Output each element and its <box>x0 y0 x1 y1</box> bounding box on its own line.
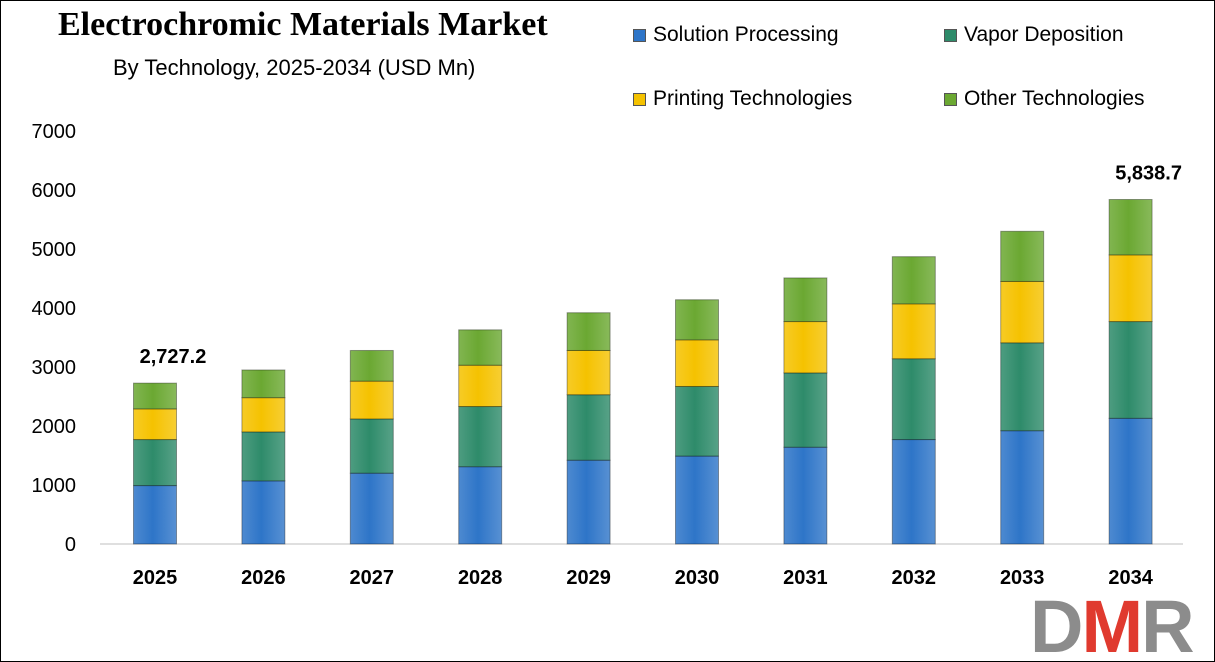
bar-segment-printing-technologies-2034 <box>1108 254 1153 323</box>
bar-segment-solution-processing-2026 <box>241 480 286 545</box>
bar-segment-vapor-deposition-2032 <box>891 358 936 441</box>
legend-item-other-technologies: Other Technologies <box>944 86 1145 112</box>
bar-segment-printing-technologies-2032 <box>891 303 936 360</box>
bar-segment-other-technologies-2025 <box>133 382 177 410</box>
bar-segment-other-technologies-2027 <box>349 349 394 382</box>
bar-segment-printing-technologies-2026 <box>241 397 286 433</box>
bar-segment-other-technologies-2033 <box>1000 230 1045 282</box>
legend-swatch-vapor-deposition <box>944 28 957 42</box>
bar-segment-solution-processing-2031 <box>783 446 828 545</box>
legend-label: Vapor Deposition <box>964 23 1124 46</box>
y-tick-label: 5000 <box>32 239 77 261</box>
dmr-logo: DMR <box>1030 594 1195 656</box>
legend-swatch-other-technologies <box>944 92 957 106</box>
x-tick-label: 2027 <box>350 567 395 589</box>
bar-segment-solution-processing-2033 <box>1000 430 1045 545</box>
y-tick-label: 7000 <box>32 121 77 143</box>
x-tick-label: 2030 <box>675 567 720 589</box>
logo-letter-r: R <box>1141 594 1193 656</box>
bar-segment-solution-processing-2034 <box>1108 417 1153 545</box>
bar-segment-printing-technologies-2027 <box>349 380 394 420</box>
legend-item-solution-processing: Solution Processing <box>633 22 839 48</box>
chart-subtitle: By Technology, 2025-2034 (USD Mn) <box>113 55 476 80</box>
logo-letter-m: M <box>1081 594 1141 656</box>
x-tick-label: 2026 <box>241 567 286 589</box>
bar-segment-printing-technologies-2030 <box>675 339 719 387</box>
bar-segment-other-technologies-2032 <box>891 256 936 305</box>
total-labels: 2,727.2 5,838.7 <box>140 162 1182 368</box>
bar-segment-printing-technologies-2033 <box>1000 280 1045 344</box>
bar-segment-solution-processing-2030 <box>675 455 719 545</box>
bar-segment-other-technologies-2028 <box>458 329 503 366</box>
legend-item-printing-technologies: Printing Technologies <box>633 86 852 112</box>
y-tick-label: 3000 <box>32 357 77 379</box>
bar-segment-printing-technologies-2031 <box>783 321 828 374</box>
bar-segment-solution-processing-2032 <box>891 439 936 545</box>
y-tick-label: 2000 <box>32 416 77 438</box>
legend-item-vapor-deposition: Vapor Deposition <box>944 22 1124 48</box>
x-tick-label: 2028 <box>458 567 503 589</box>
bar-segment-vapor-deposition-2034 <box>1108 321 1153 419</box>
y-tick-label: 6000 <box>32 180 77 202</box>
y-axis-ticks: 0 1000 2000 3000 4000 5000 6000 7000 <box>32 121 77 556</box>
bar-segment-solution-processing-2029 <box>566 459 611 545</box>
x-tick-label: 2032 <box>892 567 937 589</box>
x-tick-label: 2034 <box>1108 567 1153 589</box>
total-data-label: 5,838.7 <box>1115 162 1182 184</box>
bar-segment-other-technologies-2031 <box>783 277 828 323</box>
logo-letter-d: D <box>1030 594 1081 656</box>
y-tick-label: 1000 <box>32 475 77 497</box>
bar-segment-solution-processing-2028 <box>458 466 503 545</box>
bar-segment-vapor-deposition-2027 <box>349 418 394 474</box>
bar-segment-vapor-deposition-2029 <box>566 394 611 461</box>
bars-group <box>133 198 1153 545</box>
bar-segment-vapor-deposition-2026 <box>241 431 286 482</box>
total-data-label: 2,727.2 <box>140 346 207 368</box>
legend-swatch-printing-technologies <box>633 92 646 106</box>
dmr-logo-text: DMR <box>1030 594 1193 656</box>
bar-segment-printing-technologies-2025 <box>133 408 177 441</box>
bar-segment-vapor-deposition-2028 <box>458 406 503 468</box>
bar-segment-solution-processing-2025 <box>133 485 177 545</box>
bar-segment-printing-technologies-2028 <box>458 364 503 408</box>
y-tick-label: 0 <box>65 534 76 556</box>
bar-segment-solution-processing-2027 <box>349 472 394 545</box>
bar-segment-other-technologies-2029 <box>566 312 611 351</box>
legend-label: Other Technologies <box>964 87 1145 110</box>
bar-segment-other-technologies-2030 <box>675 299 719 341</box>
chart-title: Electrochromic Materials Market <box>58 6 548 43</box>
bar-segment-printing-technologies-2029 <box>566 349 611 396</box>
bar-segment-other-technologies-2026 <box>241 369 286 399</box>
x-tick-label: 2031 <box>783 567 828 589</box>
x-tick-label: 2025 <box>133 567 178 589</box>
y-tick-label: 4000 <box>32 298 77 320</box>
legend-swatch-solution-processing <box>633 28 646 42</box>
bar-segment-other-technologies-2034 <box>1108 198 1153 256</box>
bar-segment-vapor-deposition-2031 <box>783 372 828 448</box>
x-axis-ticks: 2025 2026 2027 2028 2029 2030 2031 2032 2033 2034 <box>133 567 1154 589</box>
bar-segment-vapor-deposition-2025 <box>133 439 177 487</box>
legend-label: Solution Processing <box>653 23 839 46</box>
legend-label: Printing Technologies <box>653 87 853 110</box>
bar-segment-vapor-deposition-2033 <box>1000 342 1045 432</box>
x-tick-label: 2029 <box>566 567 611 589</box>
bar-segment-vapor-deposition-2030 <box>675 385 719 457</box>
x-tick-label: 2033 <box>1000 567 1045 589</box>
